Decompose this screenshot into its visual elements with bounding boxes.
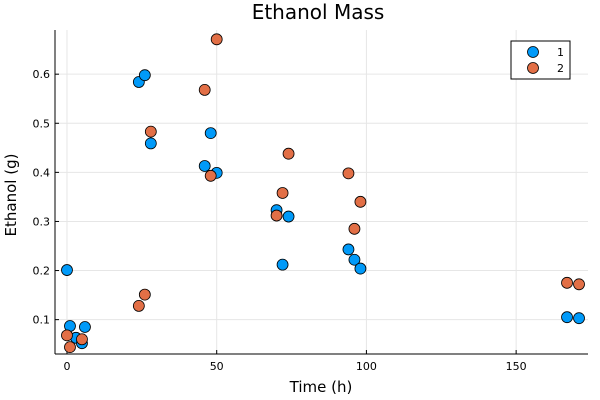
data-point [561, 276, 573, 289]
y-tick-label: 0.1 [33, 314, 51, 327]
data-point [61, 329, 73, 342]
x-tick-label: 0 [63, 360, 70, 373]
data-point [348, 222, 361, 235]
data-point [204, 169, 217, 182]
legend-label: 2 [557, 62, 564, 75]
legend-marker [527, 46, 539, 58]
data-point [282, 210, 295, 223]
y-tick-label: 0.2 [33, 265, 51, 278]
data-point [198, 83, 211, 96]
data-point [64, 341, 76, 354]
data-points [61, 33, 585, 354]
grid-lines [55, 30, 588, 354]
series-2 [61, 33, 585, 354]
data-point [144, 137, 157, 150]
data-point [348, 253, 361, 266]
data-point [198, 160, 211, 172]
data-point [354, 195, 367, 208]
data-point [138, 69, 151, 82]
data-point [276, 258, 289, 271]
data-point [270, 209, 283, 222]
y-tick-label: 0.5 [33, 117, 51, 130]
data-point [76, 333, 88, 346]
data-point [138, 288, 151, 301]
data-point [573, 312, 585, 325]
y-axis-label: Ethanol (g) [2, 154, 20, 237]
legend-marker [527, 62, 539, 74]
data-point [354, 262, 367, 275]
data-point [79, 321, 91, 333]
legend: 12 [510, 40, 571, 80]
data-point [204, 127, 217, 139]
y-tick-label: 0.6 [33, 68, 51, 81]
data-point [282, 147, 295, 160]
chart-title: Ethanol Mass [252, 0, 385, 24]
x-tick-label: 100 [356, 360, 377, 373]
x-tick-label: 50 [210, 360, 224, 373]
data-point [342, 243, 355, 256]
data-point [561, 311, 573, 324]
data-point [144, 125, 157, 138]
data-point [342, 167, 355, 180]
x-tick-labels: 0 50 100 150 [63, 360, 526, 373]
x-axis-label: Time (h) [289, 378, 353, 396]
y-tick-label: 0.4 [33, 166, 51, 179]
data-point [61, 264, 73, 276]
data-point [210, 33, 223, 46]
y-tick-label: 0.3 [33, 215, 51, 228]
data-point [573, 278, 585, 291]
legend-box [510, 40, 571, 80]
x-tick-label: 150 [506, 360, 527, 373]
data-point [276, 187, 289, 199]
data-point [132, 299, 145, 312]
legend-label: 1 [557, 46, 564, 59]
y-tick-labels: 0.1 0.2 0.3 0.4 0.5 0.6 [33, 68, 51, 326]
